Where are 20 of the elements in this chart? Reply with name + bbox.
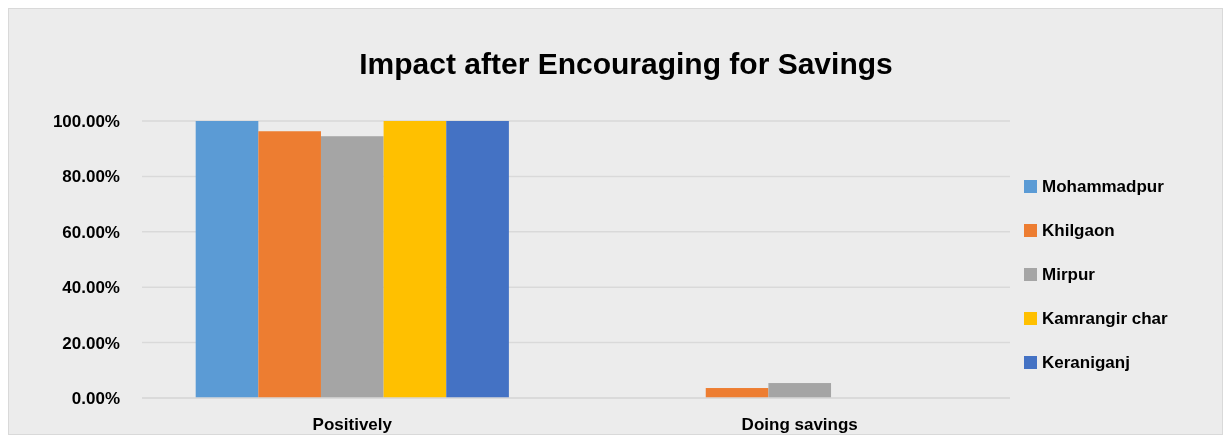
legend-label: Mohammadpur bbox=[1042, 176, 1165, 196]
x-tick-label: Doing savings bbox=[741, 415, 858, 434]
y-tick-label: 80.00% bbox=[62, 167, 120, 187]
legend-label: Kamrangir char bbox=[1042, 308, 1169, 328]
x-tick-label: Positively bbox=[312, 415, 393, 434]
bar bbox=[446, 121, 509, 398]
y-tick-label: 40.00% bbox=[62, 278, 120, 298]
y-tick-label: 100.00% bbox=[52, 111, 120, 131]
bar bbox=[383, 121, 447, 398]
legend-label: Keraniganj bbox=[1042, 352, 1130, 372]
chart-title: Impact after Encouraging for Savings bbox=[359, 47, 893, 80]
bar bbox=[195, 121, 259, 398]
bar bbox=[320, 136, 384, 398]
y-tick-label: 0.00% bbox=[71, 388, 120, 408]
y-tick-label: 20.00% bbox=[62, 333, 120, 353]
bar bbox=[768, 383, 832, 398]
y-tick-label: 60.00% bbox=[62, 222, 120, 242]
legend-label: Mirpur bbox=[1042, 264, 1096, 284]
legend-label: Khilgaon bbox=[1042, 220, 1115, 240]
bar bbox=[258, 131, 321, 398]
